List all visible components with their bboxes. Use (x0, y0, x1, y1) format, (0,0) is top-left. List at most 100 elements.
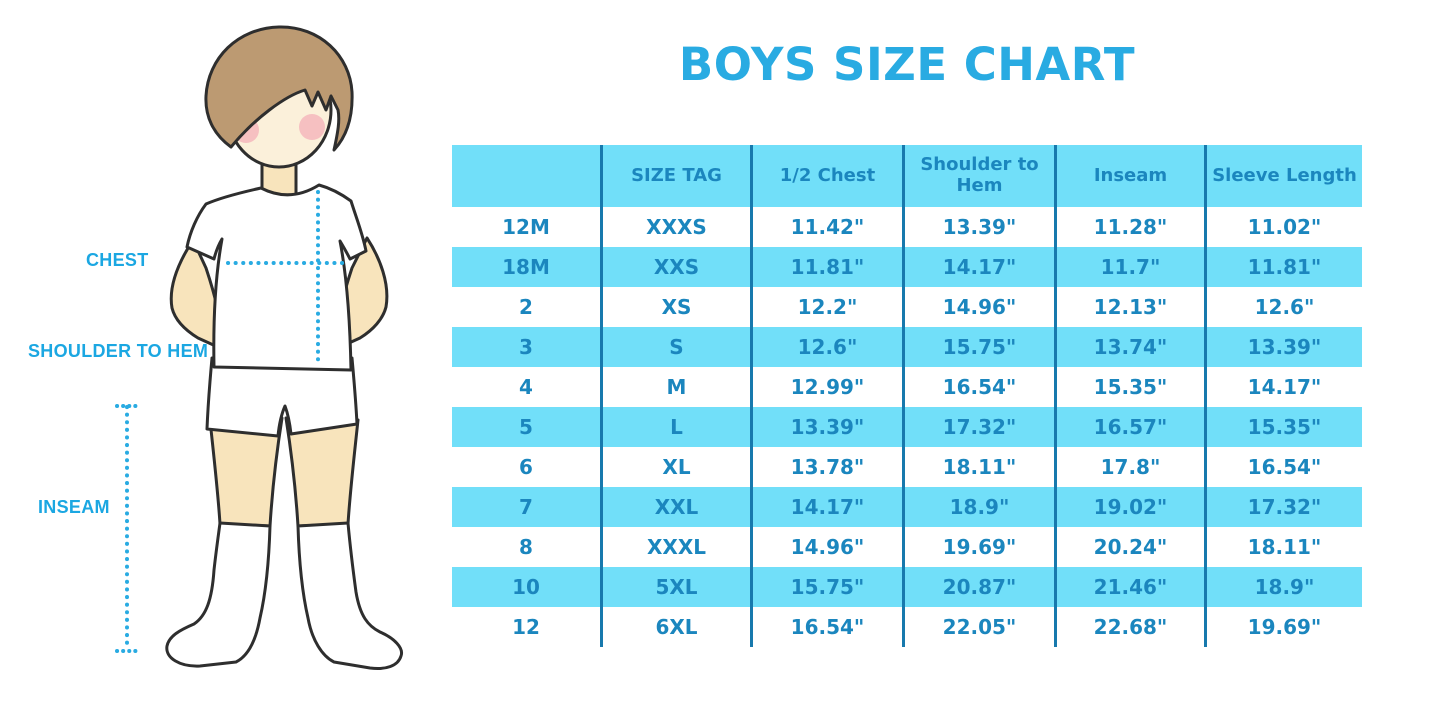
table-cell: XL (603, 447, 753, 487)
table-cell: 19.69" (905, 527, 1057, 567)
table-cell: 19.02" (1057, 487, 1207, 527)
page-title: BOYS SIZE CHART (678, 38, 1136, 91)
boy-left-sock (165, 521, 272, 668)
table-cell: 16.54" (905, 367, 1057, 407)
table-cell: 11.02" (1247, 215, 1322, 239)
table-cell: 6 (452, 447, 603, 487)
table-cell: 22.05" (905, 607, 1057, 647)
table-row: 8 XXXL 14.96" 19.69" 20.24" 18.11" (452, 527, 1362, 567)
table-cell: 12.99" (753, 367, 905, 407)
table-cell: XXXL (603, 527, 753, 567)
table-row: 12 6XL 16.54" 22.05" 22.68" 19.69" (452, 607, 1362, 647)
table-cell: 5 (452, 407, 603, 447)
header-cell-shoulder-to-hem: Shoulder to Hem (905, 145, 1057, 207)
table-cell: 15.35" (1057, 367, 1207, 407)
table-cell: 3 (452, 327, 603, 367)
boy-hair (204, 25, 354, 152)
table-cell: 18.11" (905, 447, 1057, 487)
table-body: 12M XXXS 11.42" 13.39" 11.28" 11.02" 18M… (452, 207, 1362, 647)
table-cell: 12.6" (1254, 295, 1315, 319)
table-cell: 4 (452, 367, 603, 407)
table-row: 7 XXL 14.17" 18.9" 19.02" 17.32" (452, 487, 1362, 527)
table-cell: 12.6" (753, 327, 905, 367)
table-cell: 17.32" (1247, 495, 1322, 519)
table-cell: 7 (452, 487, 603, 527)
table-row: 5 L 13.39" 17.32" 16.57" 15.35" (452, 407, 1362, 447)
boy-shorts (205, 356, 359, 438)
table-cell: 13.39" (753, 407, 905, 447)
table-cell: 13.78" (753, 447, 905, 487)
table-row: 12M XXXS 11.42" 13.39" 11.28" 11.02" (452, 207, 1362, 247)
table-row: 18M XXS 11.81" 14.17" 11.7" 11.81" (452, 247, 1362, 287)
inseam-label: INSEAM (38, 497, 110, 517)
table-cell: 6XL (603, 607, 753, 647)
table-cell: 17.8" (1057, 447, 1207, 487)
table-cell: 12 (452, 607, 603, 647)
table-cell: XXS (603, 247, 753, 287)
table-cell: 18.11" (1247, 535, 1322, 559)
table-cell: 13.39" (905, 207, 1057, 247)
table-cell: 13.39" (1247, 335, 1322, 359)
table-cell: 2 (452, 287, 603, 327)
table-cell: 11.7" (1057, 247, 1207, 287)
table-cell: XXL (603, 487, 753, 527)
table-cell: M (603, 367, 753, 407)
table-cell: 15.75" (753, 567, 905, 607)
header-cell-sleeve-length: Sleeve Length (1207, 145, 1362, 207)
table-header-row: SIZE TAG 1/2 Chest Shoulder to Hem Insea… (452, 145, 1362, 207)
table-cell: 11.42" (753, 207, 905, 247)
header-label: Shoulder to Hem (920, 154, 1039, 196)
table-cell: 18.9" (905, 487, 1057, 527)
header-cell-size-tag: SIZE TAG (603, 145, 753, 207)
table-row: 4 M 12.99" 16.54" 15.35" 14.17" (452, 367, 1362, 407)
table-cell: 12.13" (1057, 287, 1207, 327)
table-row: 2 XS 12.2" 14.96" 12.13" 12.6" (452, 287, 1362, 327)
table-cell: 16.57" (1057, 407, 1207, 447)
table-cell: 14.17" (1247, 375, 1322, 399)
header-cell-half-chest: 1/2 Chest (753, 145, 905, 207)
shoulder-to-hem-label: SHOULDER TO HEM (28, 341, 209, 361)
table-cell: 17.32" (905, 407, 1057, 447)
table-cell: 10 (452, 567, 603, 607)
table-cell: 22.68" (1057, 607, 1207, 647)
table-cell: 16.54" (753, 607, 905, 647)
table-cell: 13.74" (1057, 327, 1207, 367)
table-cell: 14.17" (753, 487, 905, 527)
header-cell-inseam: Inseam (1057, 145, 1207, 207)
table-cell: 18M (452, 247, 603, 287)
header-label: SIZE TAG (631, 164, 722, 186)
table-cell: XS (603, 287, 753, 327)
table-cell: 14.96" (905, 287, 1057, 327)
header-label: 1/2 Chest (779, 164, 876, 186)
boy-illustration (115, 25, 404, 670)
table-cell: 12.2" (753, 287, 905, 327)
table-cell: 15.35" (1247, 415, 1322, 439)
boy-right-sock (296, 521, 404, 670)
table-cell: 11.28" (1057, 207, 1207, 247)
table-cell: 20.24" (1057, 527, 1207, 567)
header-cell-size (452, 145, 603, 207)
table-cell: 21.46" (1057, 567, 1207, 607)
boy-shirt (185, 183, 368, 372)
table-cell: 5XL (603, 567, 753, 607)
table-cell: 20.87" (905, 567, 1057, 607)
table-cell: 8 (452, 527, 603, 567)
table-row: 6 XL 13.78" 18.11" 17.8" 16.54" (452, 447, 1362, 487)
table-cell: 14.17" (905, 247, 1057, 287)
boy-blush-right (299, 114, 325, 140)
header-label: Inseam (1093, 164, 1168, 186)
table-cell: 16.54" (1247, 455, 1322, 479)
table-cell: XXXS (603, 207, 753, 247)
table-row: 3 S 12.6" 15.75" 13.74" 13.39" (452, 327, 1362, 367)
table-cell: 11.81" (1247, 255, 1322, 279)
table-cell: 14.96" (753, 527, 905, 567)
table-cell: S (603, 327, 753, 367)
table-cell: 12M (452, 207, 603, 247)
chest-label: CHEST (86, 250, 149, 270)
header-label: Sleeve Length (1212, 164, 1357, 186)
table-cell: 15.75" (905, 327, 1057, 367)
size-table: SIZE TAG 1/2 Chest Shoulder to Hem Insea… (452, 145, 1362, 647)
table-cell: 11.81" (753, 247, 905, 287)
table-cell: 18.9" (1254, 575, 1315, 599)
